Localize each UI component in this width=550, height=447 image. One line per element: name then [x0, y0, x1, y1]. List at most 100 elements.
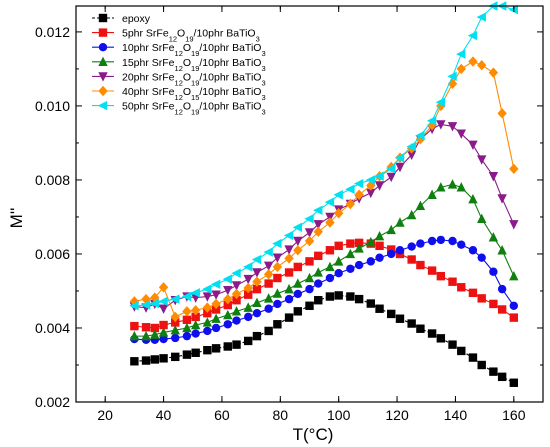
data-point — [182, 331, 192, 341]
data-point — [436, 120, 446, 130]
data-point — [191, 329, 200, 338]
data-point — [468, 246, 478, 255]
data-point — [191, 312, 200, 322]
data-point — [406, 209, 417, 220]
data-point — [374, 171, 384, 181]
y-tick-label: 0.008 — [35, 172, 70, 188]
data-point — [366, 299, 375, 308]
data-point — [457, 240, 466, 249]
data-point — [509, 378, 519, 387]
data-point — [304, 214, 314, 224]
data-point — [489, 299, 498, 309]
data-point — [140, 300, 151, 310]
data-point — [407, 242, 416, 251]
series-2 — [130, 238, 519, 333]
data-point — [170, 325, 180, 335]
data-point — [190, 288, 200, 298]
data-point — [284, 253, 294, 264]
legend-marker — [98, 43, 108, 52]
data-point — [333, 190, 343, 200]
data-point — [243, 274, 253, 285]
data-point — [273, 299, 282, 309]
x-tick-label: 140 — [444, 407, 468, 423]
data-point — [264, 304, 273, 313]
data-point — [150, 323, 160, 333]
data-point — [427, 236, 437, 246]
x-tick-label: 120 — [385, 407, 409, 423]
data-point — [171, 318, 180, 327]
data-point — [386, 172, 396, 183]
y-tick-label: 0.004 — [35, 320, 70, 336]
data-point — [202, 292, 213, 302]
data-point — [284, 245, 294, 255]
data-point — [435, 97, 446, 107]
legend-marker — [98, 56, 108, 66]
data-point — [263, 247, 273, 257]
data-point — [170, 311, 180, 323]
y-tick-label: 0.002 — [35, 394, 70, 410]
series-7 — [129, 1, 519, 311]
data-point — [293, 278, 303, 288]
data-point — [284, 283, 294, 294]
data-point — [406, 141, 416, 152]
legend-item-1: epoxy — [92, 13, 151, 25]
data-point — [231, 288, 242, 300]
data-point — [457, 346, 466, 356]
legend-item-3: 10phr SrFe12O19/10phr BaTiO3 — [92, 42, 266, 58]
series-line — [134, 183, 515, 337]
data-point — [203, 326, 212, 336]
data-point — [202, 302, 213, 313]
data-point — [387, 245, 396, 254]
legend-item-2: 5phr SrFe12O19/10phr BaTiO3 — [92, 28, 260, 43]
data-point — [467, 30, 478, 41]
data-point — [244, 336, 253, 346]
data-point — [448, 277, 457, 286]
data-point — [284, 313, 294, 322]
y-axis-title: M'' — [7, 208, 26, 229]
data-point — [273, 320, 282, 329]
data-point — [489, 367, 498, 376]
data-point — [366, 257, 375, 266]
data-point — [231, 306, 242, 316]
data-point — [354, 189, 364, 200]
data-point — [251, 254, 262, 265]
data-point — [416, 324, 425, 333]
series-line — [134, 294, 515, 384]
data-point — [223, 342, 232, 351]
data-point — [497, 194, 507, 204]
data-point — [182, 322, 192, 333]
data-point — [129, 296, 140, 307]
data-point — [211, 323, 221, 333]
series-4 — [129, 179, 519, 341]
data-point — [468, 140, 478, 150]
data-point — [456, 63, 466, 75]
data-point — [264, 279, 273, 288]
data-point — [488, 172, 499, 182]
data-point — [181, 291, 192, 302]
legend-marker — [98, 28, 108, 37]
data-point — [324, 197, 335, 207]
data-point — [447, 122, 458, 132]
data-point — [427, 266, 437, 275]
data-point — [158, 327, 169, 337]
data-point — [313, 220, 323, 230]
y-tick-label: 0.012 — [35, 24, 70, 40]
data-point — [158, 304, 169, 314]
data-point — [427, 329, 437, 338]
x-axis-title: T(°C) — [293, 425, 334, 444]
data-point — [252, 331, 262, 341]
data-point — [416, 260, 425, 270]
legend-marker — [98, 85, 108, 97]
data-point — [305, 257, 314, 266]
data-point — [354, 243, 364, 253]
data-point — [488, 232, 499, 242]
data-point — [366, 236, 376, 247]
data-point — [314, 279, 323, 288]
data-point — [244, 312, 253, 322]
data-point — [304, 272, 315, 283]
data-point — [497, 108, 507, 119]
data-point — [272, 238, 282, 249]
data-point — [489, 267, 498, 276]
data-point — [293, 236, 303, 247]
